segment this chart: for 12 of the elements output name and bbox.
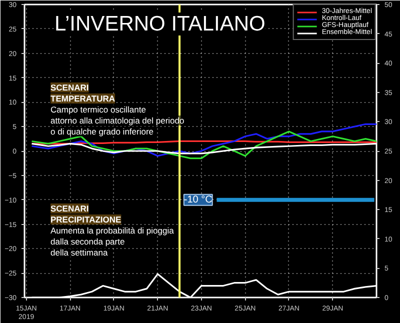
annotation: SCENARI: [50, 82, 89, 92]
annotation: dalla seconda parte: [50, 236, 125, 246]
annotation: SCENARI: [50, 204, 89, 214]
annotation: o di qualche grado inferiore: [50, 126, 154, 136]
annotation: Aumenta la probabilità di pioggia: [50, 226, 174, 236]
annotation: PRECIPITAZIONE: [50, 214, 122, 224]
annotation: della settimana: [50, 248, 108, 258]
annotation: Campo termico oscillante: [50, 104, 146, 114]
chart-title: L’INVERNO ITALIANO: [54, 12, 266, 36]
annotation: TEMPERATURA: [50, 94, 116, 104]
annotation: attorno alla climatologia del periodo: [50, 116, 184, 126]
ref-line-label: -10 °C: [184, 194, 212, 206]
